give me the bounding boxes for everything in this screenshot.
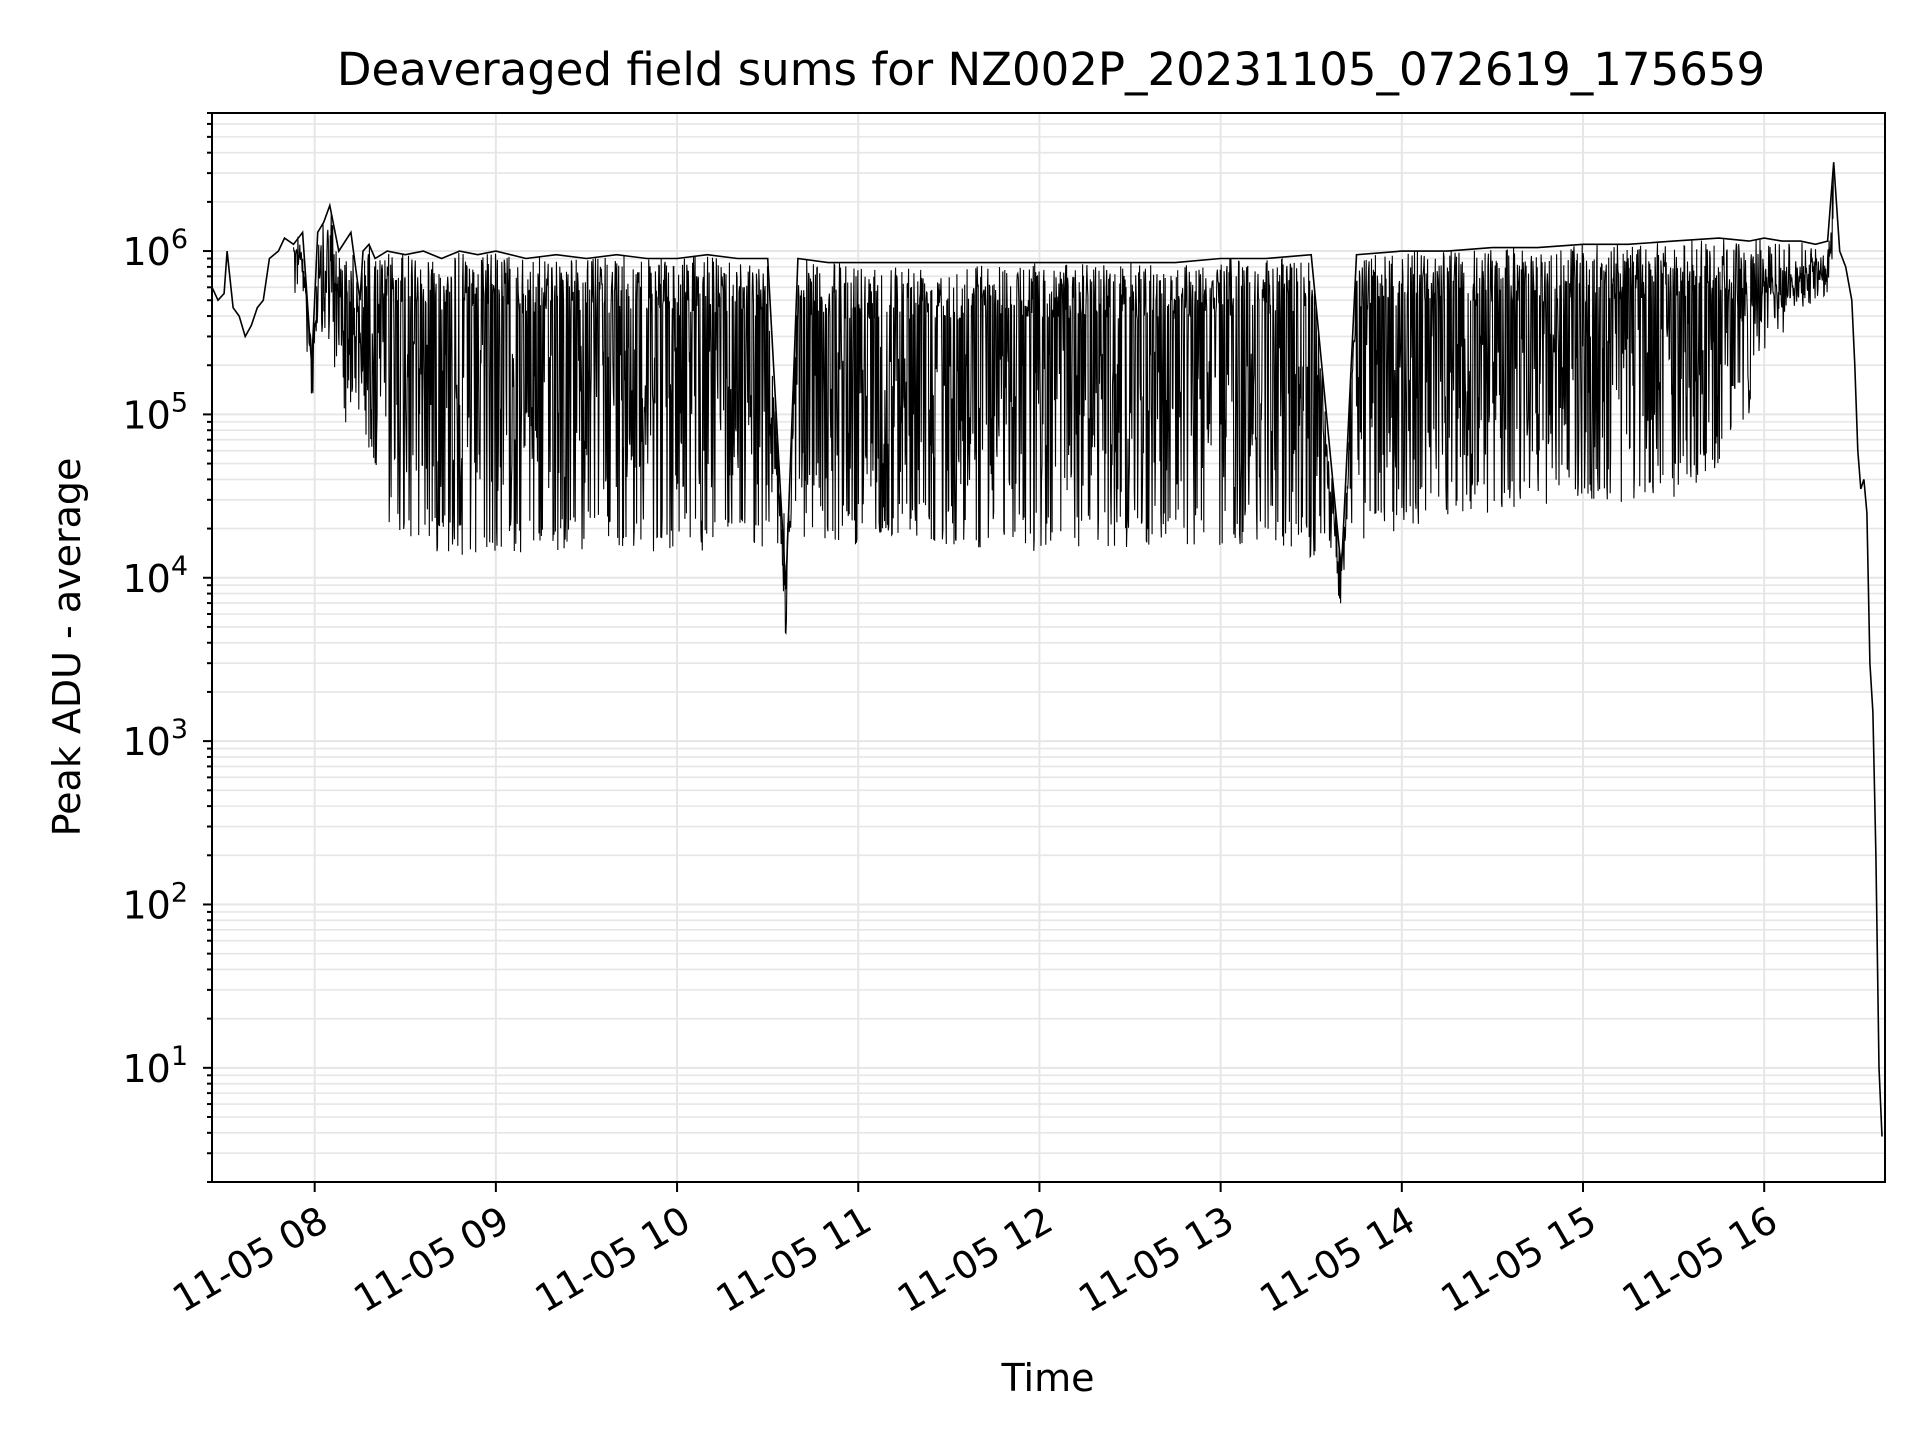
- y-tick-exponent: 3: [171, 714, 188, 745]
- y-tick-base: 10: [122, 557, 170, 601]
- y-tick-base: 10: [122, 230, 170, 274]
- y-tick-exponent: 5: [171, 387, 188, 418]
- series-oscillation-band: [292, 168, 1834, 635]
- series-upper-trace: [211, 162, 1883, 1137]
- y-tick-exponent: 6: [171, 224, 188, 255]
- y-axis-title: Peak ADU - average: [45, 458, 89, 837]
- y-tick-label: 102: [122, 877, 188, 927]
- y-tick-base: 10: [122, 1047, 170, 1091]
- plot-frame: [211, 112, 1886, 1183]
- y-tick-label: 106: [122, 224, 188, 274]
- y-tick-exponent: 1: [171, 1041, 188, 1072]
- y-tick-base: 10: [122, 393, 170, 437]
- y-tick-label: 105: [122, 387, 188, 437]
- chart-title: Deaveraged field sums for NZ002P_2023110…: [337, 43, 1765, 96]
- y-tick-exponent: 4: [171, 551, 188, 582]
- y-tick-base: 10: [122, 720, 170, 764]
- y-tick-label: 104: [122, 551, 188, 601]
- y-tick-exponent: 2: [171, 877, 188, 908]
- x-axis-title: Time: [1001, 1356, 1095, 1400]
- y-tick-base: 10: [122, 883, 170, 927]
- plot-area: [211, 112, 1886, 1183]
- series: [211, 162, 1883, 1137]
- y-tick-label: 103: [122, 714, 188, 764]
- y-tick-label: 101: [122, 1041, 188, 1091]
